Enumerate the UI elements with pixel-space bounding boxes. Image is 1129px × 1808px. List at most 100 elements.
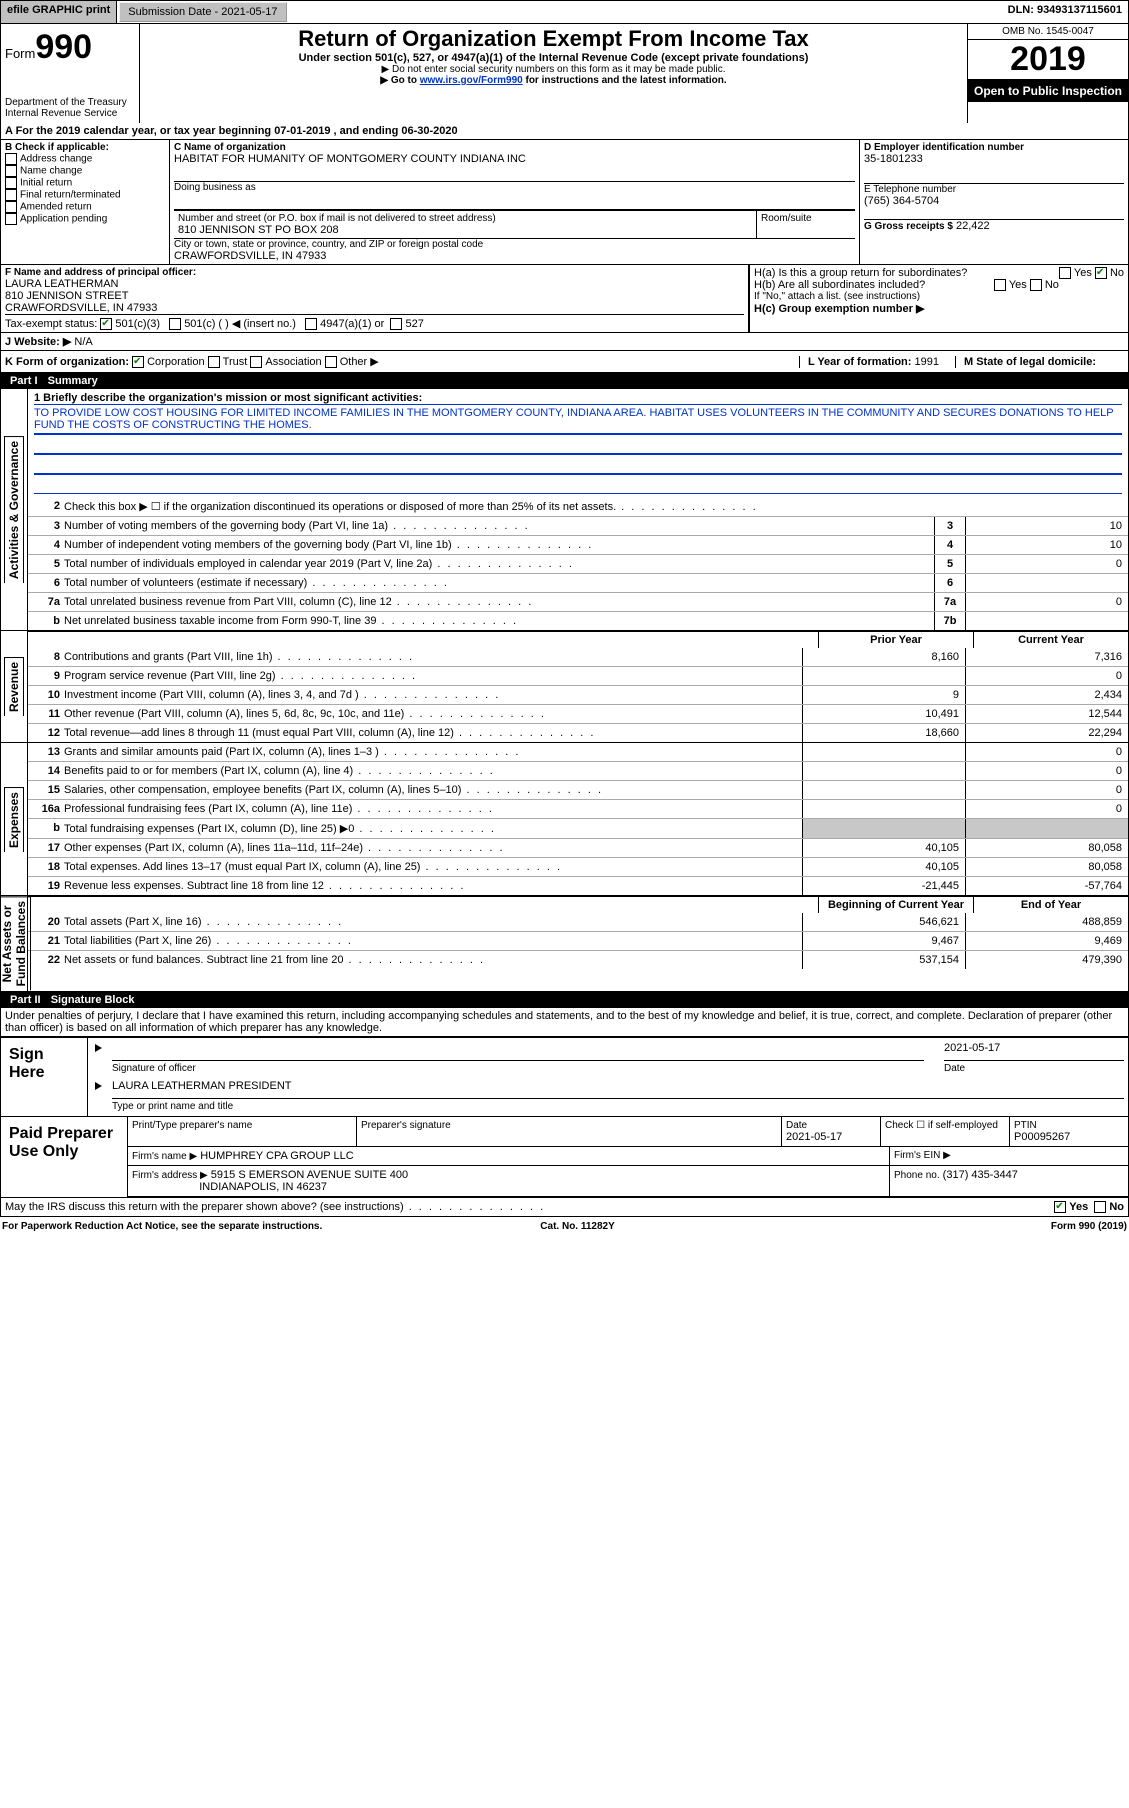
part-i-bar: Part I Summary: [0, 373, 1129, 389]
paid-label: Paid Preparer Use Only: [1, 1117, 128, 1197]
hb-no[interactable]: [1030, 279, 1042, 291]
side-na: Net Assets or Fund Balances: [0, 896, 31, 990]
discuss-yes[interactable]: [1054, 1201, 1066, 1213]
gov-line: 2Check this box ▶ ☐ if the organization …: [28, 497, 1128, 516]
top-bar: efile GRAPHIC print Submission Date - 20…: [0, 0, 1129, 24]
table-row: 12Total revenue—add lines 8 through 11 (…: [28, 723, 1128, 742]
k-other[interactable]: [325, 356, 337, 368]
g-label: G Gross receipts $: [864, 221, 953, 232]
side-exp: Expenses: [4, 787, 24, 852]
paid-preparer-block: Paid Preparer Use Only Print/Type prepar…: [0, 1117, 1129, 1198]
col-c: C Name of organization HABITAT FOR HUMAN…: [170, 140, 860, 264]
form-title: Return of Organization Exempt From Incom…: [146, 26, 961, 52]
side-rev: Revenue: [4, 657, 24, 716]
discuss-no[interactable]: [1094, 1201, 1106, 1213]
firm-city: INDIANAPOLIS, IN 46237: [199, 1181, 327, 1193]
b-opt-2[interactable]: Initial return: [5, 177, 165, 189]
ha-no[interactable]: [1095, 267, 1107, 279]
section-governance: Activities & Governance 1 Briefly descri…: [0, 389, 1129, 631]
dept-label: Department of the Treasury Internal Reve…: [5, 97, 135, 119]
open-public: Open to Public Inspection: [968, 80, 1128, 102]
website: N/A: [74, 336, 92, 348]
form-prefix: Form: [5, 46, 35, 61]
prep-selfemp[interactable]: Check ☐ if self-employed: [881, 1117, 1010, 1146]
telephone: (765) 364-5704: [864, 195, 1124, 207]
table-row: bTotal fundraising expenses (Part IX, co…: [28, 818, 1128, 838]
sign-here-block: Sign Here Signature of officer 2021-05-1…: [0, 1036, 1129, 1117]
paid-row-3: Firm's address ▶ 5915 S EMERSON AVENUE S…: [128, 1166, 1128, 1197]
j-label: J Website: ▶: [5, 336, 71, 348]
sig-name-label: Type or print name and title: [112, 1101, 1124, 1112]
ptin: P00095267: [1014, 1131, 1124, 1143]
k-trust[interactable]: [208, 356, 220, 368]
i-501c3-check[interactable]: [100, 318, 112, 330]
form-sub2: ▶ Do not enter social security numbers o…: [146, 64, 961, 75]
form990-link[interactable]: www.irs.gov/Form990: [420, 75, 523, 86]
firm-addr: 5915 S EMERSON AVENUE SUITE 400: [211, 1169, 408, 1181]
table-row: 15Salaries, other compensation, employee…: [28, 780, 1128, 799]
gov-line: 6Total number of volunteers (estimate if…: [28, 573, 1128, 592]
c-name-label: C Name of organization: [174, 142, 855, 153]
row-a-tax-year: A For the 2019 calendar year, or tax yea…: [0, 123, 1129, 140]
current-year-h: Current Year: [973, 632, 1128, 648]
b-opt-1[interactable]: Name change: [5, 165, 165, 177]
city-label: City or town, state or province, country…: [174, 239, 855, 250]
part-ii-title: Signature Block: [51, 994, 135, 1006]
block-bcdefg: B Check if applicable: Address change Na…: [0, 140, 1129, 265]
table-row: 17Other expenses (Part IX, column (A), l…: [28, 838, 1128, 857]
i-527-check[interactable]: [390, 318, 402, 330]
footer-right: Form 990 (2019): [1051, 1221, 1127, 1232]
triangle-icon: [95, 1082, 102, 1090]
table-row: 8Contributions and grants (Part VIII, li…: [28, 648, 1128, 666]
year-formation: 1991: [915, 356, 939, 368]
hb-yes[interactable]: [994, 279, 1006, 291]
dba-label: Doing business as: [174, 182, 855, 193]
i-501c-check[interactable]: [169, 318, 181, 330]
part-ii-label: Part II: [6, 994, 45, 1006]
section-revenue: Revenue Prior Year Current Year 8Contrib…: [0, 631, 1129, 743]
gross-receipts: 22,422: [956, 220, 990, 232]
phone-label: Phone no.: [894, 1170, 940, 1181]
part-ii-bar: Part II Signature Block: [0, 992, 1129, 1008]
d-label: D Employer identification number: [864, 142, 1124, 153]
i-4947-check[interactable]: [305, 318, 317, 330]
tax-year: 2019: [968, 40, 1128, 80]
prep-name-h: Print/Type preparer's name: [128, 1117, 357, 1146]
org-name: HABITAT FOR HUMANITY OF MONTGOMERY COUNT…: [174, 153, 855, 165]
form-sub3: ▶ Go to www.irs.gov/Form990 for instruct…: [146, 75, 961, 86]
rev-header: Prior Year Current Year: [28, 631, 1128, 648]
paid-row-1: Print/Type preparer's name Preparer's si…: [128, 1117, 1128, 1147]
submission-date-button[interactable]: Submission Date - 2021-05-17: [119, 2, 286, 22]
col-h: H(a) Is this a group return for subordin…: [749, 265, 1128, 332]
form-sub1: Under section 501(c), 527, or 4947(a)(1)…: [146, 52, 961, 64]
table-row: 14Benefits paid to or for members (Part …: [28, 761, 1128, 780]
table-row: 9Program service revenue (Part VIII, lin…: [28, 666, 1128, 685]
omb-number: OMB No. 1545-0047: [968, 24, 1128, 40]
col-deg: D Employer identification number 35-1801…: [860, 140, 1128, 264]
b-opt-5[interactable]: Application pending: [5, 213, 165, 225]
page-footer: For Paperwork Reduction Act Notice, see …: [0, 1217, 1129, 1236]
b-opt-3[interactable]: Final return/terminated: [5, 189, 165, 201]
b-opt-4[interactable]: Amended return: [5, 201, 165, 213]
table-row: 20Total assets (Part X, line 16)546,6214…: [28, 913, 1128, 931]
b-opt-0[interactable]: Address change: [5, 153, 165, 165]
dln-label: DLN: 93493137115601: [1002, 1, 1128, 23]
ha-yes[interactable]: [1059, 267, 1071, 279]
l-label: L Year of formation:: [808, 356, 912, 368]
part-i-label: Part I: [6, 375, 42, 387]
form-header: Form990 Department of the Treasury Inter…: [0, 24, 1129, 123]
firm-phone: (317) 435-3447: [943, 1169, 1018, 1181]
row-klm: K Form of organization: Corporation Trus…: [0, 351, 1129, 373]
mission-q: 1 Briefly describe the organization's mi…: [34, 392, 1122, 404]
e-label: E Telephone number: [864, 184, 1124, 195]
k-assoc[interactable]: [250, 356, 262, 368]
addr-label: Number and street (or P.O. box if mail i…: [178, 213, 752, 224]
efile-label: efile GRAPHIC print: [1, 1, 117, 23]
col-b: B Check if applicable: Address change Na…: [1, 140, 170, 264]
end-year-h: End of Year: [973, 897, 1128, 913]
na-header: Beginning of Current Year End of Year: [28, 896, 1128, 913]
table-row: 21Total liabilities (Part X, line 26)9,4…: [28, 931, 1128, 950]
k-corp[interactable]: [132, 356, 144, 368]
gov-line: 5Total number of individuals employed in…: [28, 554, 1128, 573]
room-label: Room/suite: [756, 211, 855, 238]
